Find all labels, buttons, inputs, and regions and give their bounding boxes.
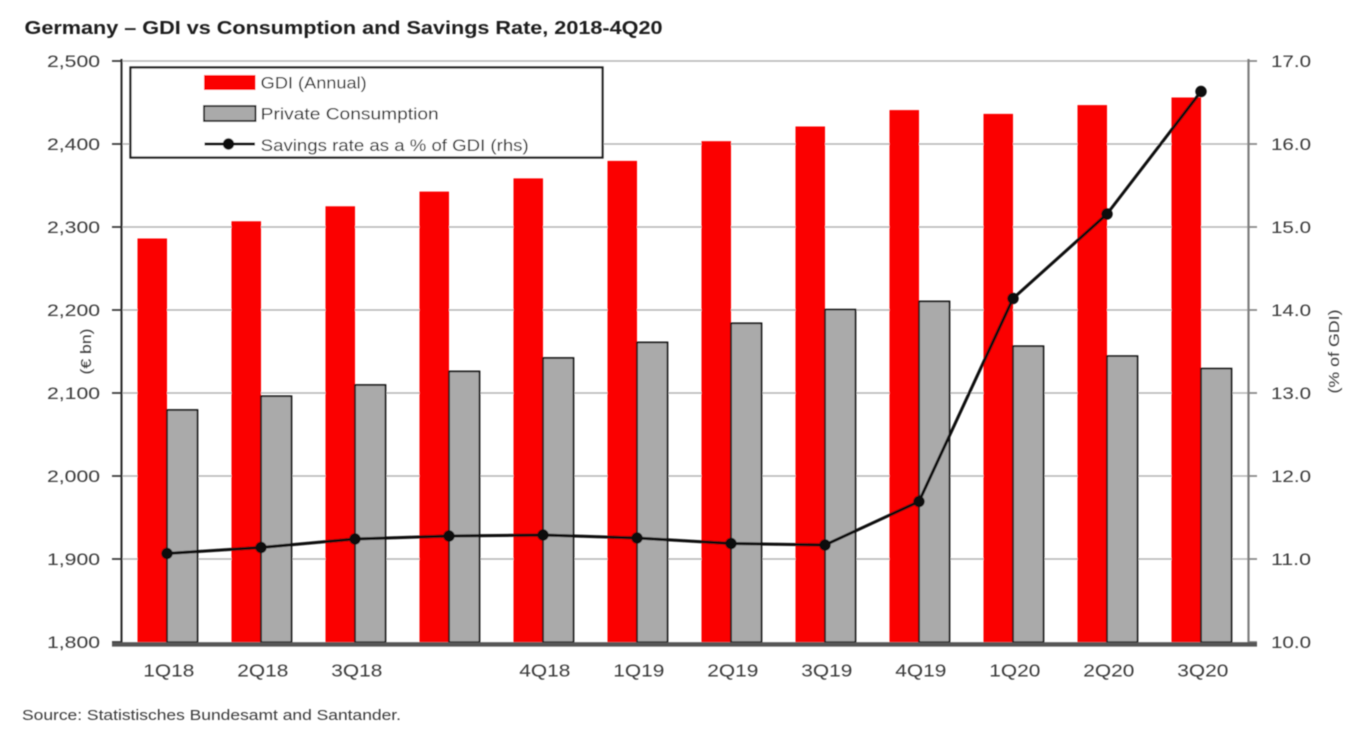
svg-text:2,300: 2,300 [47,218,100,237]
svg-text:14.0: 14.0 [1271,301,1311,320]
svg-text:11.0: 11.0 [1271,550,1311,569]
svg-text:Source: Statistisches Bundesam: Source: Statistisches Bundesamt and Sant… [22,707,401,724]
svg-text:4Q18: 4Q18 [519,661,570,681]
svg-text:2,500: 2,500 [47,52,100,71]
svg-text:Savings rate as a % of GDI (rh: Savings rate as a % of GDI (rhs) [261,136,529,155]
svg-text:(% of GDI): (% of GDI) [1326,309,1343,393]
svg-text:2Q18: 2Q18 [237,661,288,681]
svg-text:2,000: 2,000 [47,467,100,486]
svg-text:GDI (Annual): GDI (Annual) [261,74,367,93]
svg-text:Private Consumption: Private Consumption [261,105,439,124]
svg-text:1Q20: 1Q20 [989,661,1040,681]
svg-text:2,200: 2,200 [47,301,100,320]
svg-text:2Q20: 2Q20 [1083,661,1134,681]
svg-text:10.0: 10.0 [1271,633,1311,652]
svg-text:4Q19: 4Q19 [895,661,946,681]
svg-text:17.0: 17.0 [1271,52,1311,71]
svg-text:16.0: 16.0 [1271,135,1311,154]
svg-text:2,100: 2,100 [47,384,100,403]
svg-text:2Q19: 2Q19 [707,661,758,681]
svg-text:3Q20: 3Q20 [1177,661,1228,681]
svg-text:2,400: 2,400 [47,135,100,154]
svg-text:(€ bn): (€ bn) [78,328,95,374]
svg-text:12.0: 12.0 [1271,467,1311,486]
svg-text:15.0: 15.0 [1271,218,1311,237]
svg-text:Germany – GDI vs Consumption a: Germany – GDI vs Consumption and Savings… [25,18,663,38]
svg-text:13.0: 13.0 [1271,384,1311,403]
svg-text:1,900: 1,900 [47,550,100,569]
svg-text:3Q19: 3Q19 [801,661,852,681]
svg-text:1Q18: 1Q18 [143,661,194,681]
svg-text:1Q19: 1Q19 [613,661,664,681]
svg-text:1,800: 1,800 [47,633,100,652]
svg-text:3Q18: 3Q18 [331,661,382,681]
